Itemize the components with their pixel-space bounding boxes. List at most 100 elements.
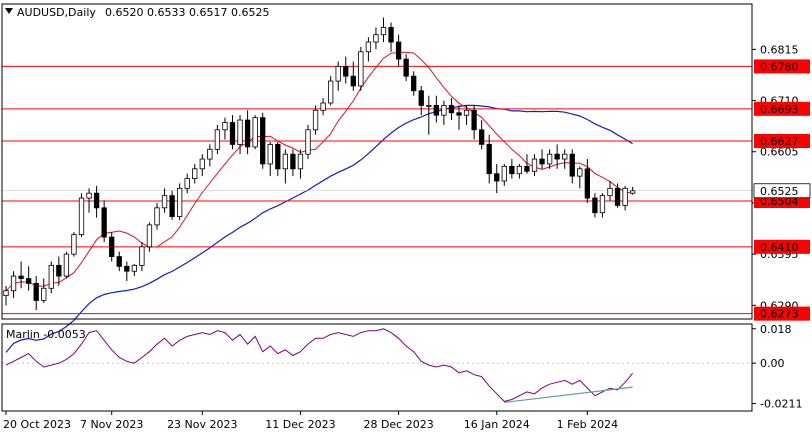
candle-body — [131, 264, 138, 272]
price-tags: 0.6780 0.6693 0.6627 0.6504 0.6410 0.6273 0.65… — [753, 59, 811, 321]
candle — [630, 186, 636, 195]
candle — [343, 56, 349, 84]
candle — [207, 144, 213, 167]
candle-body — [584, 168, 590, 199]
candle — [524, 154, 530, 174]
last-price-tag-bg — [753, 183, 811, 199]
indicator-pane-frame — [1, 323, 753, 412]
candle — [426, 95, 432, 135]
candle-body — [403, 58, 409, 77]
time-tick-label: 20 Oct 2023 — [3, 418, 71, 431]
candle-body — [441, 105, 447, 116]
level-tag-bg — [754, 59, 810, 74]
candle-body — [501, 165, 507, 182]
candle — [41, 278, 47, 303]
candle-body — [207, 148, 213, 160]
level-tag-label: 0.6410 — [760, 241, 799, 254]
candle-body — [380, 27, 387, 36]
candle — [441, 100, 447, 125]
level-tag-label: 0.6504 — [760, 195, 799, 208]
candle-body — [244, 119, 251, 148]
candle-body — [305, 129, 311, 155]
candle — [229, 115, 236, 150]
candle-body — [426, 105, 432, 107]
candle — [592, 193, 598, 218]
candle-body — [109, 236, 115, 257]
candle-body — [516, 165, 523, 175]
candle — [139, 241, 145, 272]
candle — [539, 149, 545, 169]
candle-body — [539, 158, 545, 165]
candle — [486, 134, 492, 184]
candle — [71, 232, 77, 257]
candle — [161, 188, 168, 213]
marlin-label: Marlin -0.0053 — [6, 328, 86, 341]
price-pane-frame — [1, 3, 753, 320]
candle — [569, 149, 575, 184]
candle-body — [433, 105, 440, 116]
candle — [290, 149, 296, 177]
time-tick-label: 16 Jan 2024 — [464, 418, 530, 431]
price-tick-label: 0.6605 — [760, 146, 799, 159]
candle-body — [124, 265, 130, 272]
candle-body — [192, 168, 198, 179]
candle — [501, 163, 507, 186]
candle-body — [411, 75, 417, 92]
ohlc-readout: 0.6520 0.6533 0.6517 0.6525 — [105, 6, 269, 19]
candle-body — [607, 187, 613, 197]
candle — [599, 193, 606, 218]
candle — [607, 181, 613, 201]
indicator-tick-label: 0.018 — [760, 323, 792, 336]
candle — [109, 232, 115, 262]
candle-body — [373, 34, 379, 43]
candle — [395, 34, 402, 67]
candle-body — [456, 112, 462, 116]
candle — [78, 193, 85, 238]
level-tag-label: 0.6693 — [760, 103, 799, 116]
candle — [614, 183, 621, 208]
candle-body — [275, 144, 281, 170]
candle-body — [358, 51, 364, 87]
candle-body — [229, 122, 236, 145]
candle-body — [33, 283, 39, 301]
candle — [101, 200, 107, 242]
candle — [373, 27, 379, 50]
candle — [154, 202, 160, 230]
candle — [433, 95, 440, 123]
candle — [282, 149, 289, 184]
candle — [244, 110, 251, 155]
candle-body — [320, 102, 326, 111]
candle-body — [139, 246, 145, 266]
candle — [192, 163, 198, 184]
level-tag-bg — [754, 306, 810, 321]
candle — [10, 271, 17, 299]
symbol-label: AUDUSD,Daily — [17, 6, 96, 19]
candle — [275, 141, 281, 177]
candle-body — [562, 153, 568, 160]
dropdown-triangle-icon[interactable] — [5, 8, 13, 14]
candle — [494, 163, 500, 194]
indicator-tick-label: -0.0211 — [760, 398, 802, 411]
candle-body — [365, 41, 372, 53]
indicator-tick-label: 0.00 — [760, 357, 785, 370]
candle-body — [161, 195, 168, 209]
candle — [297, 149, 304, 179]
candle — [252, 115, 258, 150]
chart-header: AUDUSD,Daily 0.6520 0.6533 0.6517 0.6525 — [5, 6, 269, 19]
candle — [388, 22, 394, 52]
candle-body — [290, 153, 296, 170]
candle-body — [509, 165, 515, 175]
candle-body — [395, 41, 402, 60]
candle — [365, 37, 372, 62]
candle-body — [630, 190, 636, 194]
candle-body — [199, 158, 205, 170]
candle-body — [494, 173, 500, 182]
candle — [358, 46, 364, 91]
candle — [531, 154, 538, 177]
candle — [267, 141, 273, 177]
candle-body — [146, 224, 153, 248]
candle-body — [71, 234, 77, 255]
candle — [327, 76, 334, 106]
candle-body — [614, 187, 621, 206]
